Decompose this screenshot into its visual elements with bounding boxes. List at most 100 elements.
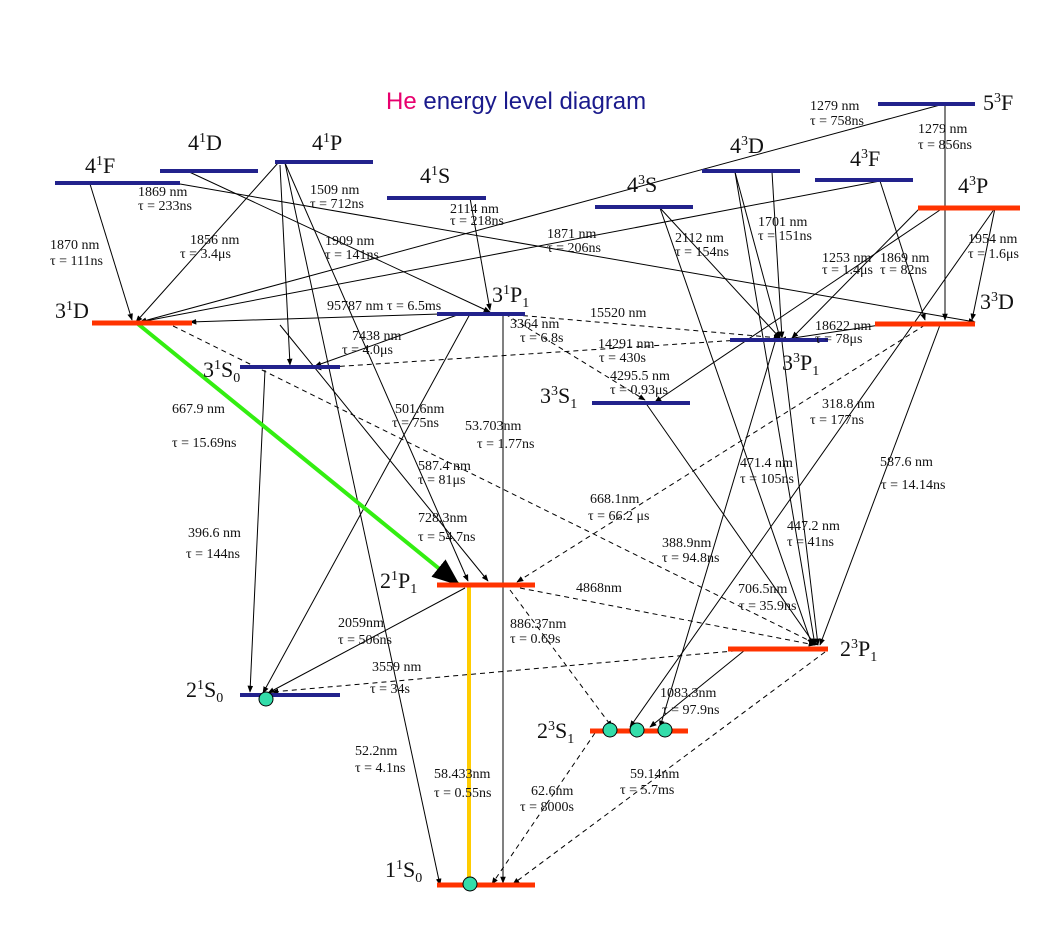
forbidden-transitions — [164, 313, 926, 885]
state-label-3_3D: 33D — [980, 289, 1014, 314]
state-label-3_1D: 31D — [55, 298, 89, 323]
transition-label: τ = 758ns — [810, 114, 864, 129]
transition-label: 2112 nm — [675, 231, 724, 246]
transition-label: τ = 6.8s — [520, 331, 563, 346]
transition-label: τ = 1.77ns — [477, 437, 534, 452]
transition-label: 58.433nm — [434, 767, 491, 782]
transition-label: 447.2 nm — [787, 519, 840, 534]
transition-label: 1279 nm — [810, 99, 860, 114]
transition-label: 4295.5 nm — [610, 369, 670, 384]
transition-label: 1509 nm — [310, 183, 360, 198]
transition-label: τ = 54.7ns — [418, 530, 475, 545]
dot-1-1S0 — [462, 876, 478, 892]
green-667nm-line — [136, 322, 461, 586]
transition-label: τ = 0.55ns — [434, 786, 491, 801]
transition-label: 7438 nm — [352, 329, 402, 344]
transition-label: τ = 14.14ns — [881, 478, 945, 493]
energy-levels — [55, 102, 1020, 888]
transition-label: 1253 nm — [822, 251, 872, 266]
transition-label: τ = 856ns — [918, 138, 972, 153]
transition-label: τ = 81μs — [418, 473, 465, 488]
transition-label: 3559 nm — [372, 660, 422, 675]
transition-label: τ = 41ns — [787, 535, 834, 550]
title-rest: energy level diagram — [423, 88, 647, 115]
transition-label: 1909 nm — [325, 234, 375, 249]
state-label-4_3F: 43F — [850, 146, 880, 171]
transition-label: τ = 1.6μs — [968, 247, 1019, 262]
state-label-2_1P1: 21P1 — [380, 568, 417, 597]
transition-label: τ = 78μs — [815, 332, 862, 347]
transition-label: τ = 105ns — [740, 472, 794, 487]
transition-label: τ = 0.93μs — [610, 383, 668, 398]
transition-label: 1856 nm — [190, 233, 240, 248]
transition-label: 587.6 nm — [880, 455, 933, 470]
transition-label: τ = 111ns — [50, 254, 103, 269]
transition-label: τ = 141ns — [325, 248, 379, 263]
transition-label: 668.1nm — [590, 492, 640, 507]
state-label-4_1S: 41S — [420, 163, 450, 188]
transition-label: 886.37nm — [510, 617, 567, 632]
transition-label: 4868nm — [576, 581, 622, 596]
transition-label: τ = 206ns — [547, 241, 601, 256]
transition-label: τ = 8000s — [520, 800, 574, 815]
transition-label: 1870 nm — [50, 238, 100, 253]
transition-label: τ = 94.8ns — [662, 551, 719, 566]
state-label-4_1F: 41F — [85, 153, 115, 178]
transition-label: 1954 nm — [968, 232, 1018, 247]
dot-2-3S1-b — [629, 722, 645, 738]
title-element: He — [386, 88, 417, 115]
state-label-4_3P: 43P — [958, 173, 988, 198]
state-label-4_3S: 43S — [627, 172, 657, 197]
transition-label: τ = 430s — [599, 351, 646, 366]
transition-label: 3364 nm — [510, 317, 560, 332]
transition-label: 15520 nm — [590, 306, 647, 321]
allowed-transitions — [89, 104, 996, 886]
transition-label: τ = 97.9ns — [662, 703, 719, 718]
transition-label: τ = 34s — [370, 682, 410, 697]
transition-label: τ = 1.4μs — [822, 263, 873, 278]
transition-label: 62.6nm — [531, 784, 574, 799]
state-label-3_1S0: 31S0 — [203, 357, 240, 386]
transition-label: τ = 82ns — [880, 263, 927, 278]
state-label-1_1S0: 11S0 — [385, 857, 422, 886]
transition-label: 1871 nm — [547, 227, 597, 242]
transition-label: 501.6nm — [395, 402, 445, 417]
transition-label: 95787 nm τ = 6.5ms — [327, 299, 441, 314]
transition-label: τ = 177ns — [810, 413, 864, 428]
transition-label: τ = 35.9ns — [739, 599, 796, 614]
state-label-4_3D: 43D — [730, 133, 764, 158]
transition-label: τ = 15.69ns — [172, 436, 236, 451]
transition-label: 587.4 nm — [418, 459, 471, 474]
dot-2-3S1-c — [657, 722, 673, 738]
transition-label: 728.3nm — [418, 511, 468, 526]
transition-label: τ = 4.1ns — [355, 761, 405, 776]
transition-label: 59.14nm — [630, 767, 680, 782]
state-label-2_3P1: 23P1 — [840, 636, 877, 665]
transition-label: 53.703nm — [465, 419, 522, 434]
transition-label: τ = 151ns — [758, 229, 812, 244]
transition-label: 1869 nm — [138, 185, 188, 200]
dot-2-3S1-a — [602, 722, 618, 738]
population-dots — [258, 691, 673, 892]
transition-label: 14291 nm — [598, 337, 655, 352]
transition-label: τ = 4.0μs — [342, 343, 393, 358]
state-label-4_1D: 41D — [188, 130, 222, 155]
transition-label: 388.9nm — [662, 536, 712, 551]
transition-label: τ = 506ns — [338, 633, 392, 648]
transition-label: 318.8 nm — [822, 397, 875, 412]
transition-label: τ = 218ns — [450, 214, 504, 229]
state-label-3_1P1: 31P1 — [492, 282, 529, 311]
transition-label: τ = 5.7ms — [620, 783, 674, 798]
transition-label: 18622 nm — [815, 319, 872, 334]
state-label-4_1P: 41P — [312, 130, 342, 155]
transition-label: 1279 nm — [918, 122, 968, 137]
transition-label: 2114 nm — [450, 202, 499, 217]
transition-label: 1869 nm — [880, 251, 930, 266]
transition-label: τ = 0.69s — [510, 632, 560, 647]
transition-label: τ = 233ns — [138, 199, 192, 214]
state-label-3_3S1: 33S1 — [540, 383, 577, 412]
transition-label: 471.4 nm — [740, 456, 793, 471]
diagram-title: He energy level diagram — [386, 88, 646, 116]
